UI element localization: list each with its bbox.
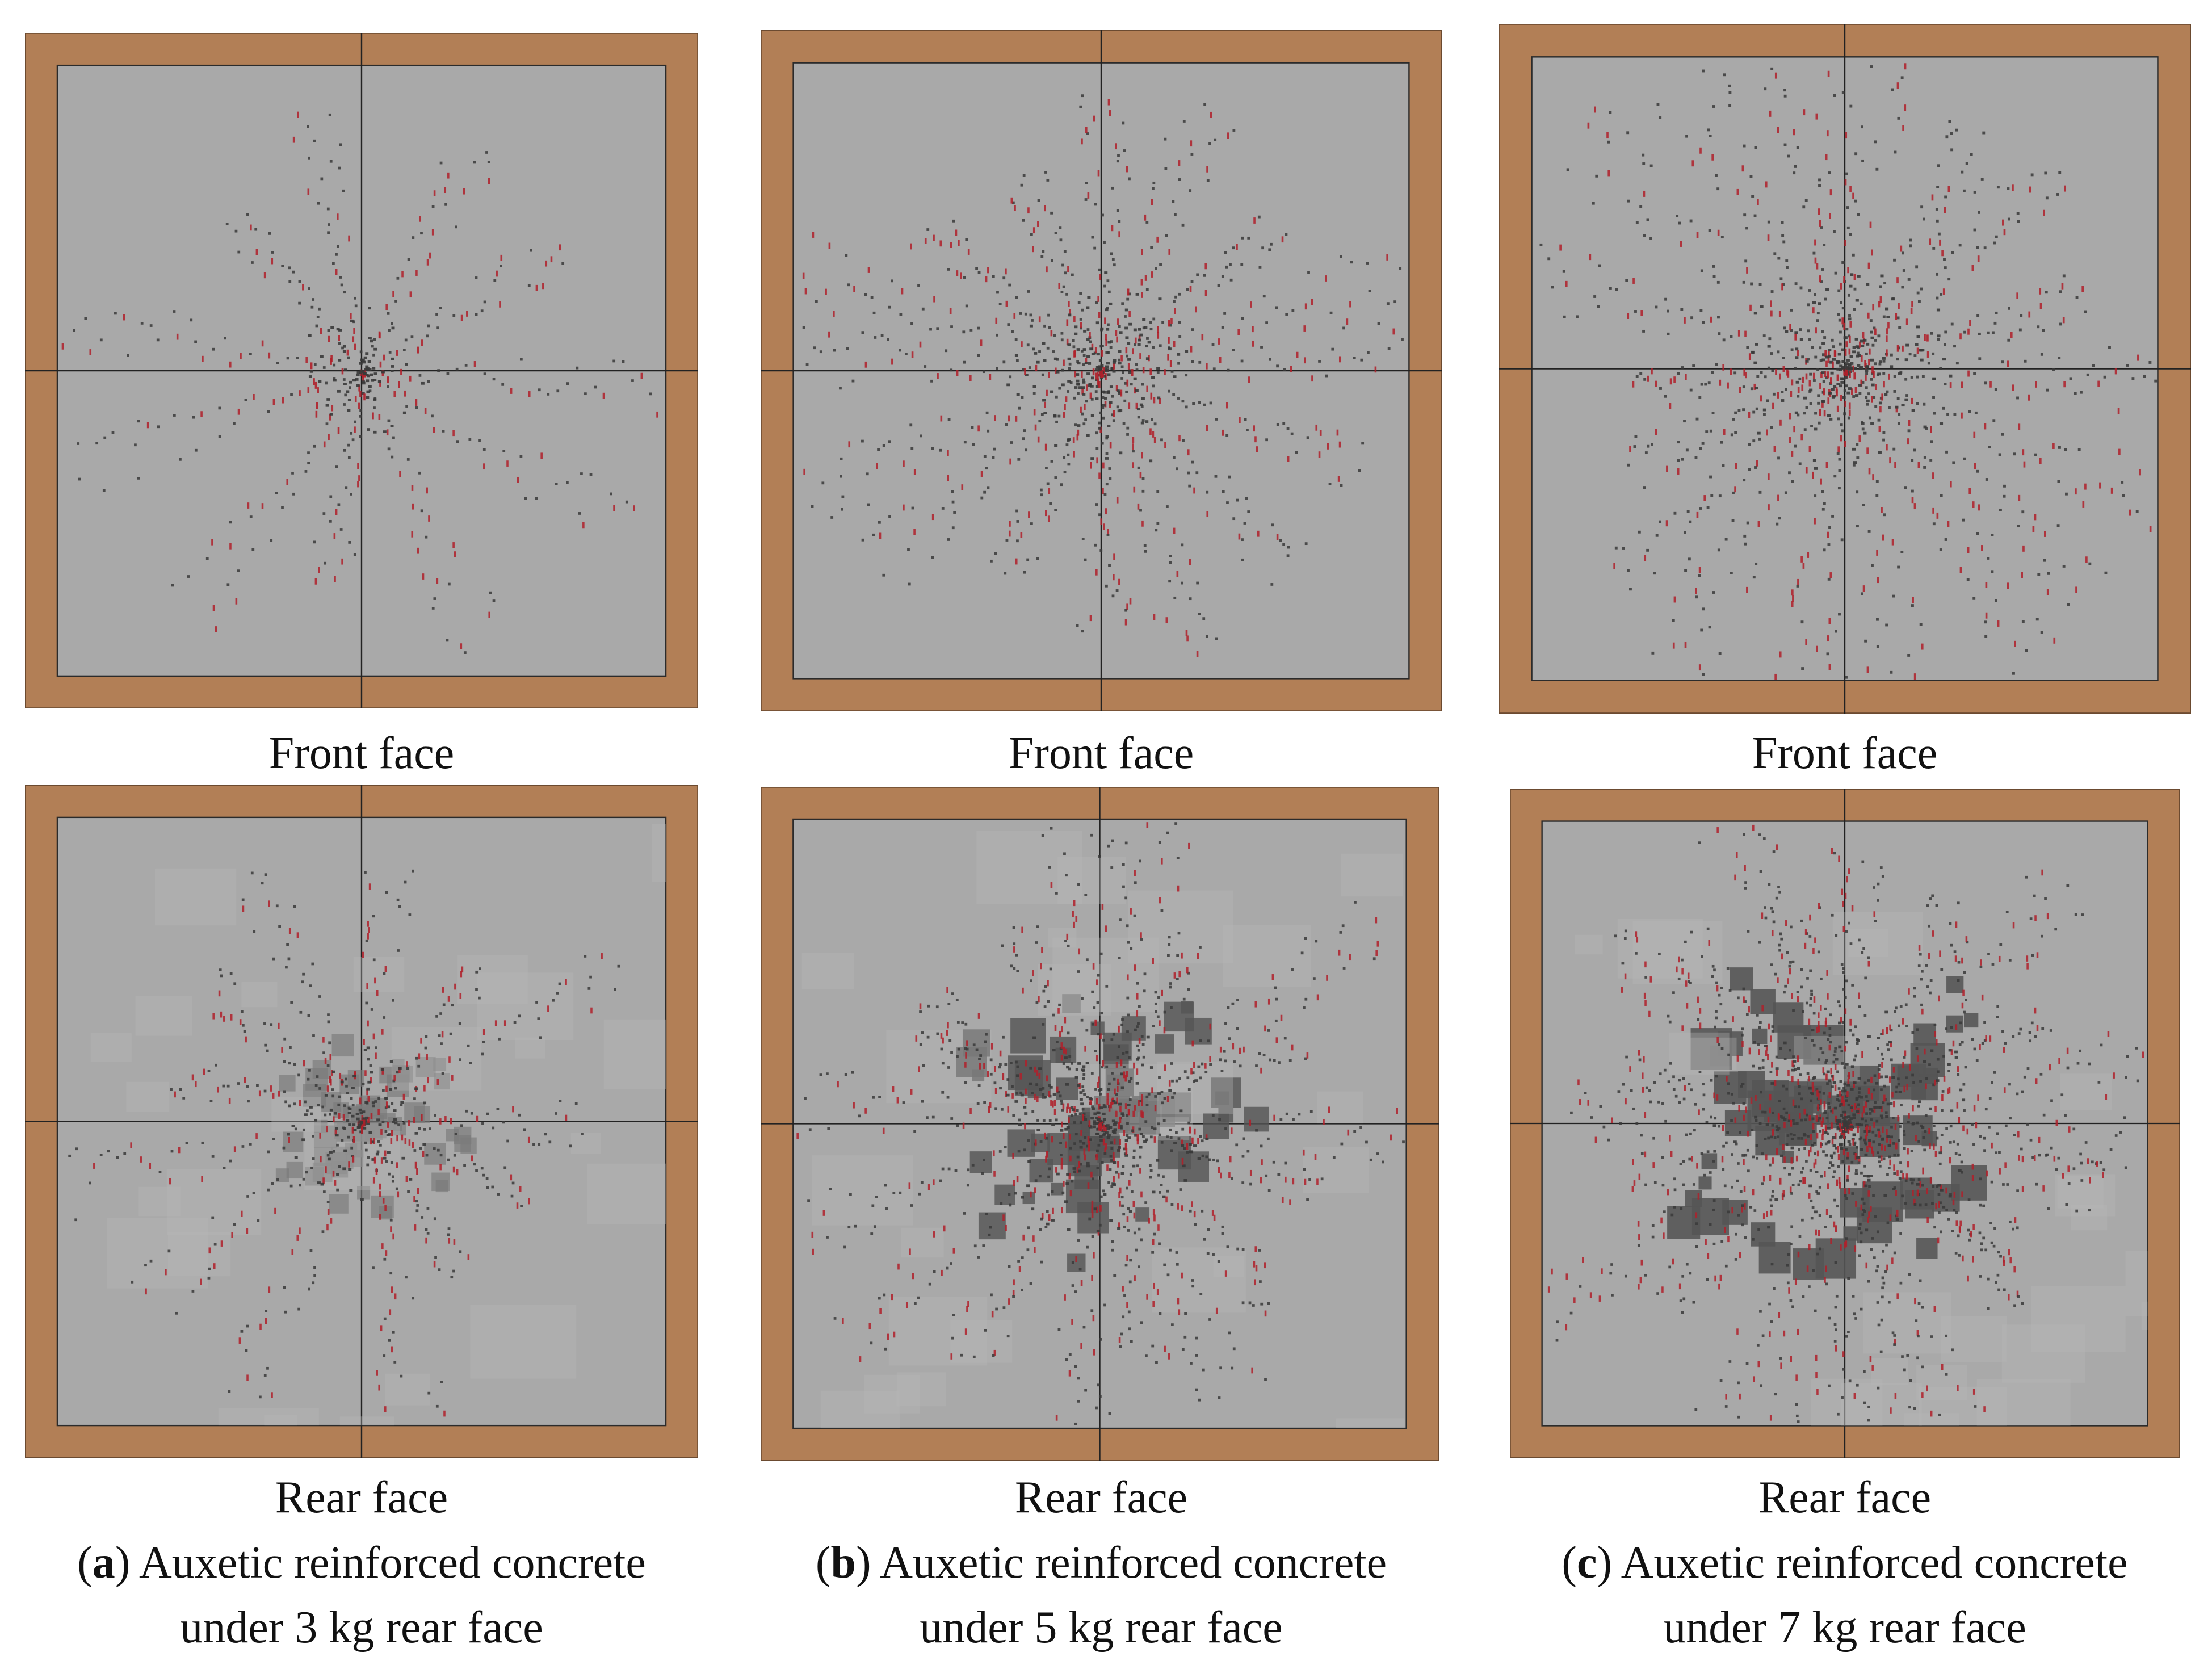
panel-c-front-label: Front face xyxy=(1752,728,1938,778)
crack-pattern xyxy=(61,111,658,654)
crack-pattern xyxy=(802,94,1404,657)
panel-b-caption-line1: (b) Auxetic reinforced concrete xyxy=(815,1538,1387,1588)
panel-a-front-label: Front face xyxy=(268,728,455,778)
slab-plot xyxy=(1499,24,2191,714)
slab-plot xyxy=(1510,789,2180,1458)
panel-a-caption-line1: (a) Auxetic reinforced concrete xyxy=(77,1538,646,1588)
panel-c-caption-line1: (c) Auxetic reinforced concrete xyxy=(1562,1538,2128,1588)
panel-b-letter: b xyxy=(830,1538,857,1588)
crack-pattern xyxy=(1539,63,2158,680)
slab-plot xyxy=(25,785,698,1458)
panel-c-front-face xyxy=(1499,24,2191,714)
panel-a-caption-text: Auxetic reinforced concrete xyxy=(139,1538,646,1588)
panel-c-rear-face xyxy=(1510,789,2180,1458)
panel-b-caption-line2: under 5 kg rear face xyxy=(920,1603,1283,1653)
crack-pattern xyxy=(1547,824,2144,1423)
panel-b-rear-label: Rear face xyxy=(1014,1473,1188,1523)
panel-a-rear-face xyxy=(25,785,698,1458)
panel-a-rear-label: Rear face xyxy=(275,1473,448,1523)
panel-a-front-face xyxy=(25,33,698,708)
panel-a-caption-line2: under 3 kg rear face xyxy=(180,1603,543,1653)
slab-plot xyxy=(25,33,698,708)
slab-plot xyxy=(761,787,1439,1461)
panel-b-caption-text: Auxetic reinforced concrete xyxy=(880,1538,1387,1588)
slab-plot xyxy=(761,30,1442,711)
spall-zone xyxy=(275,1034,477,1220)
crack-pattern xyxy=(796,822,1405,1425)
panel-b-front-face xyxy=(761,30,1442,711)
panel-c-rear-label: Rear face xyxy=(1758,1473,1932,1523)
panel-c-caption-text: Auxetic reinforced concrete xyxy=(1621,1538,2128,1588)
panel-c-caption-line2: under 7 kg rear face xyxy=(1663,1603,2026,1653)
panel-a-letter: a xyxy=(92,1538,115,1588)
panel-b-front-label: Front face xyxy=(1008,728,1194,778)
panel-b-rear-face xyxy=(761,787,1439,1461)
crack-pattern xyxy=(68,869,620,1417)
panel-c-letter: c xyxy=(1577,1538,1597,1588)
